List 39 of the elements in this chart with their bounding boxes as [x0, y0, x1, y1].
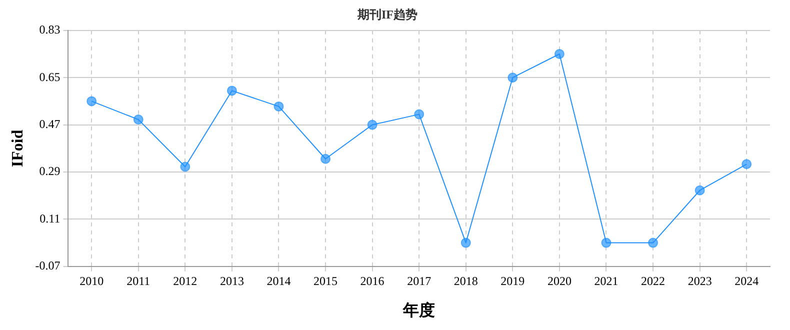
y-tick-label: 0.65 [39, 70, 60, 84]
y-tick-label: 0.47 [39, 116, 60, 131]
point [274, 101, 284, 112]
x-tick-label: 2024 [734, 274, 759, 288]
point [86, 96, 97, 106]
x-tick-label: 2011 [126, 274, 150, 288]
y-tick-label: 0.83 [39, 22, 60, 37]
y-axis-title: IFoid [10, 130, 27, 168]
point [133, 114, 144, 125]
x-tick-label: 2021 [594, 274, 618, 288]
point [742, 159, 752, 170]
chart-title: 期刊IF趋势 [356, 7, 418, 22]
x-tick-label: 2012 [173, 274, 198, 288]
y-tick-label: 0.29 [39, 164, 60, 178]
point [508, 72, 518, 83]
x-tick-label: 2013 [220, 274, 244, 288]
point [554, 49, 564, 59]
point [460, 238, 471, 248]
x-tick-label: 2010 [80, 274, 104, 288]
point [648, 238, 658, 248]
point [414, 109, 424, 120]
x-tick-label: 2019 [500, 274, 525, 288]
point [226, 86, 237, 96]
x-tick-label: 2017 [407, 274, 432, 288]
x-tick-label: 2014 [266, 274, 291, 288]
x-tick-label: 2016 [360, 274, 384, 288]
x-tick-label: 2018 [454, 274, 478, 288]
point [694, 185, 705, 196]
x-tick-label: 2015 [314, 274, 338, 288]
point [180, 162, 190, 172]
point [367, 120, 378, 130]
x-tick-label: 2020 [547, 274, 572, 288]
point [320, 154, 331, 164]
y-tick-label: 0.11 [40, 211, 60, 226]
x-tick-label: 2023 [688, 274, 712, 288]
x-tick-label: 2022 [641, 274, 666, 288]
point [601, 238, 612, 248]
x-axis-title: 年度 [402, 300, 436, 320]
y-tick-label: -0.07 [35, 258, 60, 273]
